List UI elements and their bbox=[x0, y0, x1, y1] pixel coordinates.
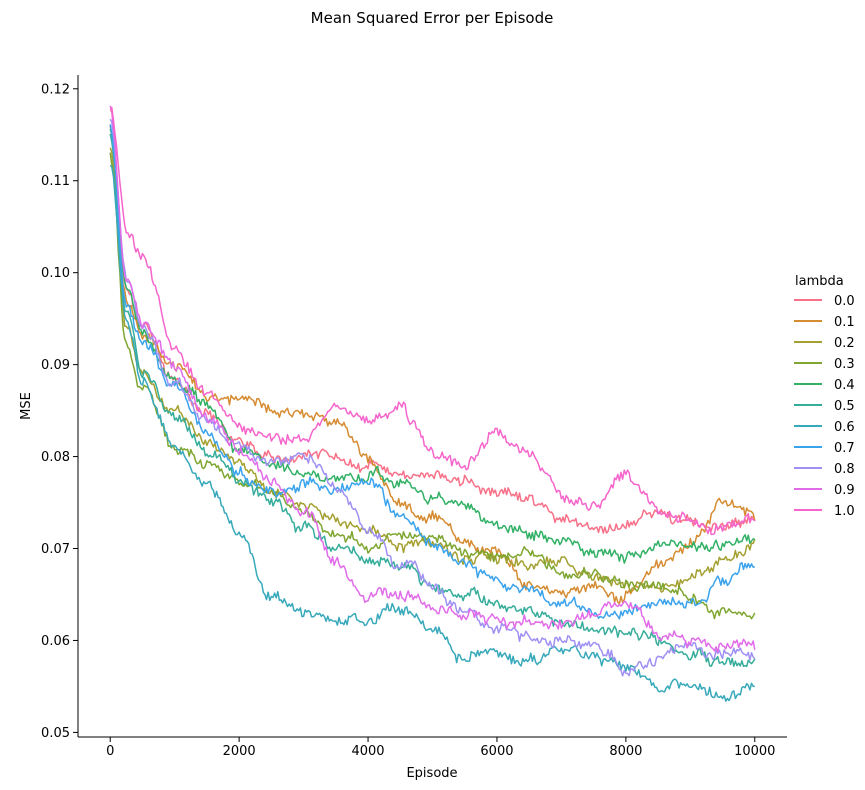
legend-label: 0.8 bbox=[834, 462, 855, 477]
y-tick-label: 0.11 bbox=[41, 174, 70, 189]
y-tick-label: 0.12 bbox=[41, 82, 70, 97]
series-line-0.6 bbox=[109, 164, 755, 702]
legend-label: 0.1 bbox=[834, 315, 855, 330]
series-line-0.4 bbox=[109, 128, 755, 564]
legend-label: 0.4 bbox=[834, 378, 855, 393]
x-axis-label: Episode bbox=[406, 766, 457, 781]
legend-label: 0.3 bbox=[834, 357, 855, 372]
x-tick-label: 6000 bbox=[480, 744, 513, 759]
legend-title: lambda bbox=[795, 274, 844, 289]
plot-lines bbox=[109, 105, 756, 702]
y-tick-label: 0.06 bbox=[41, 634, 70, 649]
legend-label: 1.0 bbox=[834, 504, 855, 519]
series-line-0.0 bbox=[110, 110, 756, 534]
series-line-0.9 bbox=[109, 105, 756, 654]
series-line-1.0 bbox=[109, 106, 756, 536]
series-line-0.5 bbox=[109, 133, 756, 668]
axes bbox=[77, 75, 787, 738]
x-ticks: 0 2000 4000 6000 8000 10000 bbox=[106, 737, 775, 759]
legend: lambda 0.0 0.1 0.2 0.3 0.4 0.5 0.6 0.7 0.8 0.9 1.0 bbox=[794, 274, 855, 519]
y-axis-label: MSE bbox=[19, 392, 34, 420]
y-tick-label: 0.05 bbox=[41, 726, 70, 741]
legend-label: 0.2 bbox=[834, 336, 855, 351]
legend-label: 0.5 bbox=[834, 399, 855, 414]
y-ticks: 0.05 0.06 0.07 0.08 0.09 0.10 0.11 0.12 bbox=[41, 82, 78, 741]
x-tick-label: 0 bbox=[106, 744, 114, 759]
series-line-0.1 bbox=[109, 125, 756, 605]
legend-label: 0.0 bbox=[834, 294, 855, 309]
series-line-0.8 bbox=[109, 118, 756, 677]
y-tick-label: 0.08 bbox=[41, 450, 70, 465]
y-tick-label: 0.09 bbox=[41, 358, 70, 373]
legend-label: 0.7 bbox=[834, 441, 855, 456]
chart-title: Mean Squared Error per Episode bbox=[311, 9, 554, 27]
series-line-0.3 bbox=[109, 152, 756, 620]
legend-label: 0.9 bbox=[834, 483, 855, 498]
y-tick-label: 0.07 bbox=[41, 542, 70, 557]
legend-items: 0.0 0.1 0.2 0.3 0.4 0.5 0.6 0.7 0.8 0.9 1.0 bbox=[794, 294, 855, 519]
x-tick-label: 2000 bbox=[223, 744, 256, 759]
legend-label: 0.6 bbox=[834, 420, 855, 435]
x-tick-label: 4000 bbox=[351, 744, 384, 759]
x-tick-label: 10000 bbox=[734, 744, 775, 759]
x-tick-label: 8000 bbox=[609, 744, 642, 759]
series-line-0.2 bbox=[109, 147, 756, 593]
y-tick-label: 0.10 bbox=[41, 266, 70, 281]
series-line-0.7 bbox=[109, 124, 755, 620]
